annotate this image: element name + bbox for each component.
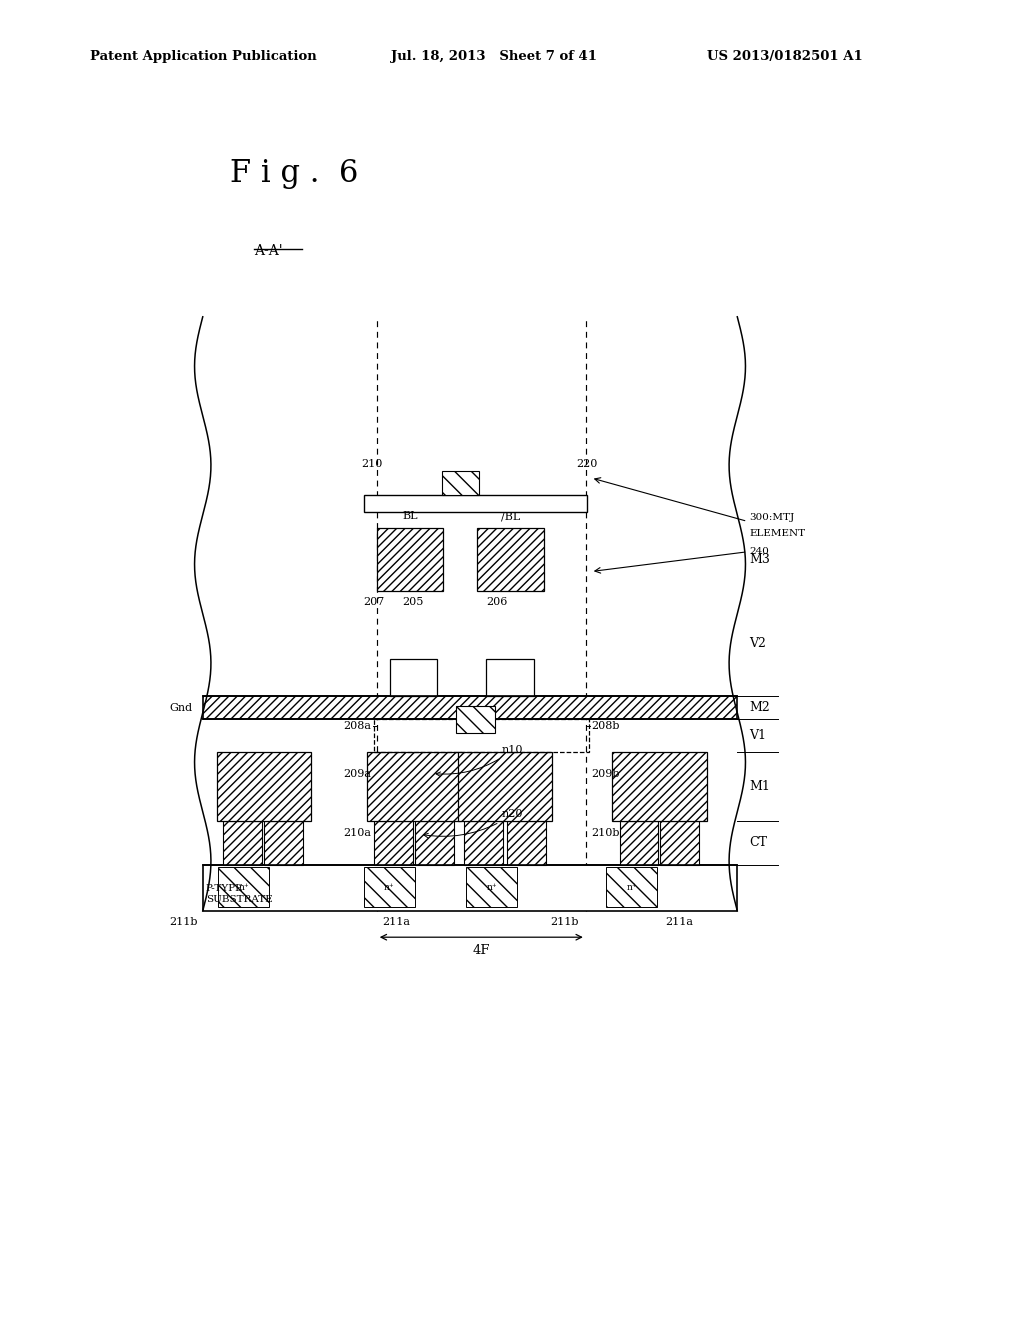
Text: M3: M3	[750, 553, 770, 566]
Text: n⁺: n⁺	[627, 883, 637, 892]
Bar	[217, 752, 311, 821]
Text: P-TYPE
SUBSTRATE: P-TYPE SUBSTRATE	[206, 883, 272, 904]
Bar	[456, 706, 495, 733]
Text: Patent Application Publication: Patent Application Publication	[90, 50, 316, 63]
Text: 4F: 4F	[472, 944, 490, 957]
Bar	[620, 821, 658, 865]
Bar	[203, 696, 737, 719]
Bar	[374, 719, 589, 752]
Bar	[612, 752, 707, 821]
Bar	[458, 752, 552, 821]
Bar	[203, 865, 737, 911]
Bar	[466, 867, 517, 907]
Bar	[364, 495, 587, 512]
Bar	[223, 821, 262, 865]
Bar	[507, 821, 546, 865]
Text: /BL: /BL	[501, 511, 520, 521]
Text: 220: 220	[577, 458, 598, 469]
Text: 207: 207	[364, 597, 385, 607]
Text: 205: 205	[402, 597, 424, 607]
Text: M1: M1	[750, 780, 770, 793]
Text: M2: M2	[750, 701, 770, 714]
Text: 210a: 210a	[344, 828, 372, 838]
Text: Jul. 18, 2013   Sheet 7 of 41: Jul. 18, 2013 Sheet 7 of 41	[391, 50, 597, 63]
Text: ELEMENT: ELEMENT	[750, 529, 806, 537]
Bar	[486, 659, 534, 696]
Bar	[477, 528, 544, 591]
Bar	[442, 471, 479, 495]
Text: 206: 206	[486, 597, 508, 607]
Text: F i g .  6: F i g . 6	[230, 158, 358, 189]
Text: 240: 240	[750, 548, 769, 556]
Bar	[367, 752, 461, 821]
Text: 208a: 208a	[344, 721, 372, 731]
Text: 300:MTJ: 300:MTJ	[750, 513, 795, 521]
Text: Gnd: Gnd	[169, 702, 193, 713]
Text: n⁺: n⁺	[486, 883, 497, 892]
Bar	[390, 659, 437, 696]
Bar	[660, 821, 699, 865]
Text: V1: V1	[750, 730, 767, 742]
Bar	[415, 821, 454, 865]
Text: 210b: 210b	[591, 828, 620, 838]
Text: 208b: 208b	[591, 721, 620, 731]
Text: 211b: 211b	[550, 917, 579, 928]
Text: US 2013/0182501 A1: US 2013/0182501 A1	[707, 50, 862, 63]
Bar	[264, 821, 303, 865]
Text: n⁺: n⁺	[384, 883, 394, 892]
Text: A-A': A-A'	[254, 244, 283, 259]
Text: BL: BL	[402, 511, 418, 521]
Bar	[218, 867, 269, 907]
Text: 209a: 209a	[344, 768, 372, 779]
Bar	[606, 867, 657, 907]
Text: 210: 210	[361, 458, 383, 469]
Text: CT: CT	[750, 837, 768, 849]
Bar	[374, 821, 413, 865]
Bar	[377, 528, 443, 591]
Text: 211b: 211b	[169, 917, 198, 928]
Bar	[464, 821, 503, 865]
Text: 209b: 209b	[591, 768, 620, 779]
Text: 211a: 211a	[382, 917, 410, 928]
Text: n20: n20	[424, 809, 523, 838]
Text: n10: n10	[436, 744, 523, 776]
Text: V2: V2	[750, 638, 766, 649]
Text: n⁺: n⁺	[239, 883, 249, 892]
Bar	[364, 867, 415, 907]
Text: 211a: 211a	[666, 917, 693, 928]
